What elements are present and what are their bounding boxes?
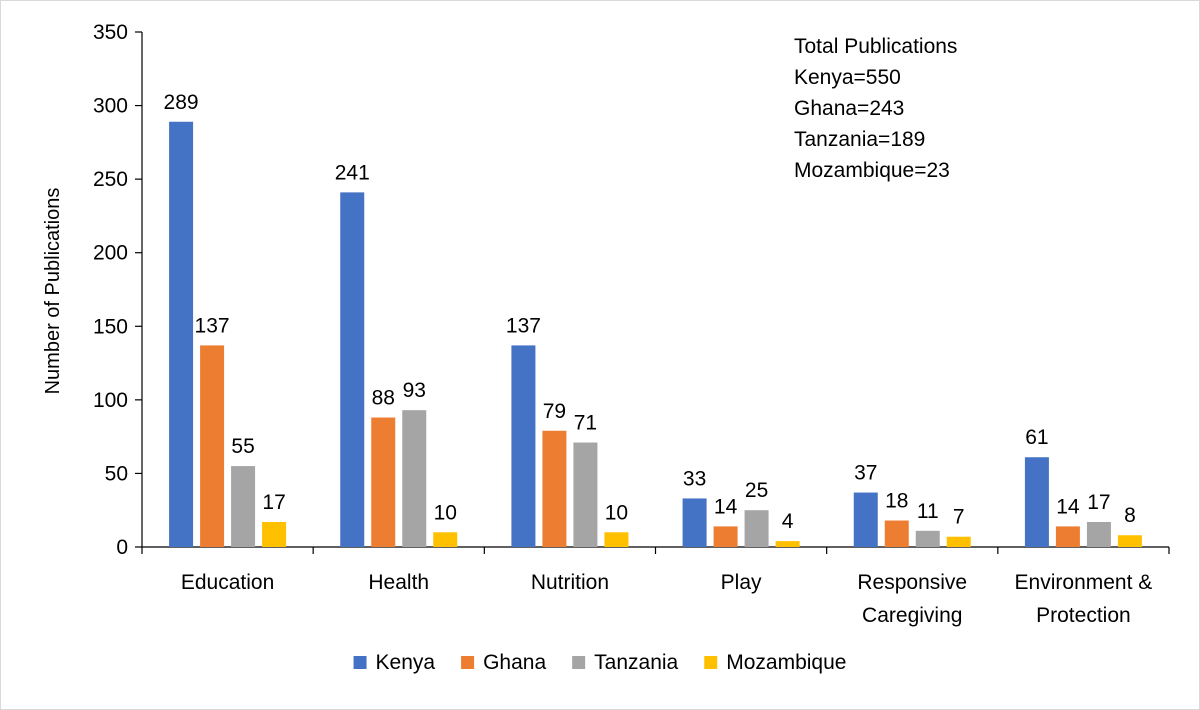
bar-tanzania [231, 466, 256, 547]
data-label: 289 [164, 91, 199, 114]
bar-tanzania [402, 410, 427, 547]
bar-kenya [340, 192, 365, 547]
bar-tanzania [744, 510, 769, 547]
data-label: 71 [574, 412, 597, 435]
note-line: Total Publications [794, 35, 957, 58]
legend-label-kenya: Kenya [376, 651, 436, 674]
data-label: 88 [372, 387, 395, 410]
y-tick-label: 0 [116, 536, 128, 559]
data-label: 33 [683, 467, 706, 490]
bar-ghana [200, 345, 225, 547]
data-label: 79 [543, 400, 566, 423]
data-label: 137 [506, 314, 541, 337]
y-tick-label: 50 [105, 462, 128, 485]
data-label: 37 [854, 462, 877, 485]
y-tick-label: 100 [93, 389, 128, 412]
data-label: 55 [231, 435, 254, 458]
data-label: 14 [1056, 495, 1080, 518]
bar-kenya [682, 498, 707, 547]
y-tick-label: 350 [93, 21, 128, 44]
legend: Kenya Ghana Tanzania Mozambique [353, 651, 846, 674]
x-tick-label: Play [721, 571, 762, 594]
total-publications-note: Total Publications Kenya=550 Ghana=243 Tanz… [794, 35, 957, 182]
y-tick-label: 150 [93, 315, 128, 338]
data-label: 7 [953, 506, 965, 529]
bar-ghana [884, 520, 909, 547]
note-line: Kenya=550 [794, 66, 901, 89]
bar-mozambique [262, 521, 287, 547]
bar-ghana [542, 430, 567, 547]
bar-mozambique [946, 536, 971, 547]
bar-kenya [853, 492, 878, 547]
data-label: 17 [1087, 491, 1110, 514]
data-label: 61 [1025, 426, 1048, 449]
bar-mozambique [604, 532, 629, 547]
legend-swatch-tanzania [572, 656, 586, 669]
x-tick-label: Nutrition [531, 571, 609, 594]
legend-swatch-mozambique [704, 656, 718, 669]
bar-tanzania [573, 442, 598, 547]
legend-swatch-kenya [353, 656, 367, 669]
bar-mozambique [775, 541, 800, 547]
bar-kenya [511, 345, 536, 547]
data-label: 8 [1124, 504, 1136, 527]
data-label: 10 [434, 501, 457, 524]
legend-label-mozambique: Mozambique [726, 651, 846, 674]
data-label: 137 [195, 314, 230, 337]
note-line: Mozambique=23 [794, 159, 950, 182]
data-label: 4 [782, 510, 794, 533]
bar-kenya [169, 121, 194, 547]
x-tick-label: Environment & [1015, 571, 1153, 594]
x-tick-label: Health [368, 571, 429, 594]
legend-label-tanzania: Tanzania [594, 651, 678, 674]
bar-tanzania [1086, 521, 1111, 547]
x-tick-label: Caregiving [862, 604, 962, 627]
bar-tanzania [915, 530, 940, 547]
note-line: Tanzania=189 [794, 128, 925, 151]
data-label: 241 [335, 161, 370, 184]
x-tick-label: Education [181, 571, 274, 594]
legend-label-ghana: Ghana [483, 651, 546, 674]
bar-ghana [1055, 526, 1080, 547]
data-label: 10 [605, 501, 628, 524]
y-tick-label: 300 [93, 95, 128, 118]
bar-ghana [713, 526, 738, 547]
note-line: Ghana=243 [794, 97, 904, 120]
data-label: 93 [403, 379, 426, 402]
bar-ghana [371, 417, 396, 547]
bar-mozambique [1117, 535, 1142, 547]
legend-swatch-ghana [461, 656, 475, 669]
y-axis-title: Number of Publications [42, 188, 64, 395]
data-label: 14 [714, 495, 738, 518]
data-label: 11 [917, 500, 939, 523]
y-tick-label: 200 [93, 242, 128, 265]
bar-mozambique [433, 532, 458, 547]
data-label: 18 [885, 490, 908, 513]
bar-kenya [1024, 457, 1049, 547]
y-tick-label: 250 [93, 168, 128, 191]
x-tick-label: Responsive [857, 571, 967, 594]
data-label: 17 [262, 491, 285, 514]
x-tick-label: Protection [1036, 604, 1131, 627]
data-label: 25 [745, 479, 768, 502]
